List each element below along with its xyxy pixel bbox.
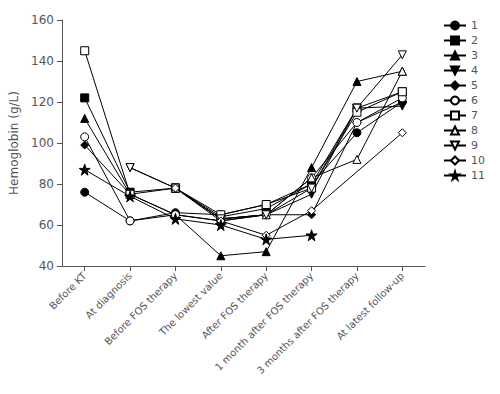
svg-text:After FOS therapy: After FOS therapy [199, 270, 271, 341]
svg-text:6: 6 [471, 94, 478, 107]
svg-text:3 months after FOS therapy: 3 months after FOS therapy [254, 270, 361, 377]
svg-text:140: 140 [31, 54, 54, 68]
svg-text:1: 1 [471, 19, 478, 32]
svg-text:The lowest value: The lowest value [157, 270, 225, 338]
svg-text:1 month after FOS therapy: 1 month after FOS therapy [213, 270, 316, 373]
svg-text:60: 60 [39, 218, 54, 232]
svg-text:Hemoglobin (g/L): Hemoglobin (g/L) [7, 91, 21, 195]
svg-text:160: 160 [31, 13, 54, 27]
svg-text:Before KT: Before KT [47, 269, 89, 311]
svg-text:100: 100 [31, 136, 54, 150]
svg-text:120: 120 [31, 95, 54, 109]
svg-text:40: 40 [39, 259, 54, 273]
svg-text:7: 7 [471, 109, 478, 122]
svg-text:At diagnosis: At diagnosis [83, 270, 134, 321]
svg-text:11: 11 [471, 169, 485, 182]
svg-text:8: 8 [471, 124, 478, 137]
svg-text:At latest follow-up: At latest follow-up [334, 270, 406, 342]
svg-text:10: 10 [471, 154, 485, 167]
svg-text:80: 80 [39, 177, 54, 191]
svg-text:4: 4 [471, 64, 478, 77]
svg-text:3: 3 [471, 49, 478, 62]
svg-text:Before FOS therapy: Before FOS therapy [102, 270, 179, 347]
svg-text:2: 2 [471, 34, 478, 47]
svg-text:5: 5 [471, 79, 478, 92]
svg-text:9: 9 [471, 139, 478, 152]
